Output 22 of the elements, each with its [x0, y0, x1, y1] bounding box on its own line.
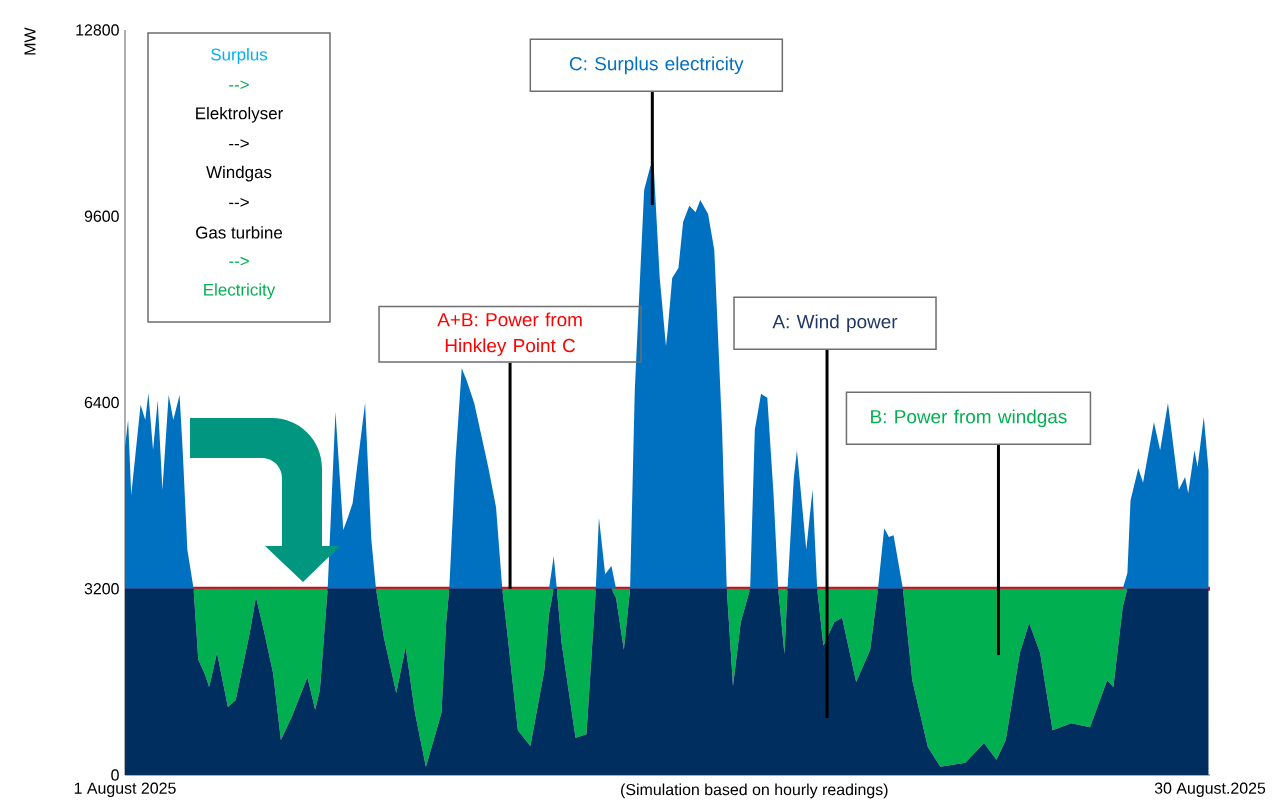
y-tick-label: 0 — [111, 769, 119, 781]
y-axis-title: MW — [24, 27, 36, 55]
y-tick-label: 9600 — [84, 210, 119, 222]
annotation: --> — [229, 198, 249, 207]
text: B: Power from windgas — [871, 409, 1067, 428]
y-tick-label: 3200 — [84, 583, 119, 595]
annotation: Gas turbine — [196, 226, 283, 239]
annotation: Windgas — [206, 165, 272, 182]
annotation: --> — [229, 80, 249, 90]
annotation: A+B: Power from Hinkley Point C — [437, 312, 582, 356]
x-axis-title: (Simulation based on hourly readings) — [621, 783, 888, 799]
annotation: Electricity — [204, 283, 276, 300]
annotation: Surplus — [211, 48, 268, 64]
x-tick-label: 1 August 2025 — [74, 782, 176, 797]
text: C: Surplus electricity — [569, 56, 744, 75]
annotation: Elektrolyser — [196, 106, 283, 123]
y-tick-label: 12800 — [76, 24, 119, 36]
text: A: Wind power — [772, 314, 898, 333]
annotation: --> — [229, 256, 249, 266]
y-tick-label: 6400 — [84, 396, 119, 409]
x-tick-label: 30 August.2025 — [1154, 782, 1266, 797]
annotation: --> — [229, 139, 249, 148]
